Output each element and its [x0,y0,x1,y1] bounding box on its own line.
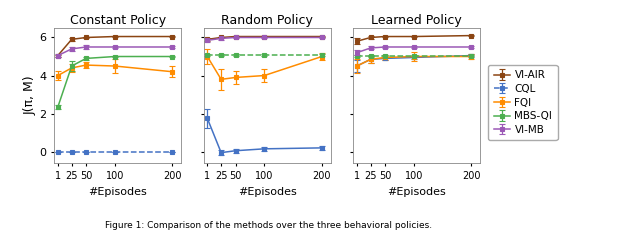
Title: Constant Policy: Constant Policy [70,14,166,27]
X-axis label: #Episodes: #Episodes [238,187,296,197]
X-axis label: #Episodes: #Episodes [387,187,446,197]
Y-axis label: J(π, M): J(π, M) [23,76,36,115]
Text: Figure 1: Comparison of the methods over the three behavioral policies.: Figure 1: Comparison of the methods over… [105,221,433,230]
X-axis label: #Episodes: #Episodes [88,187,147,197]
Legend: VI-AIR, CQL, FQI, MBS-QI, VI-MB: VI-AIR, CQL, FQI, MBS-QI, VI-MB [488,65,557,140]
Title: Random Policy: Random Policy [221,14,313,27]
Title: Learned Policy: Learned Policy [371,14,462,27]
